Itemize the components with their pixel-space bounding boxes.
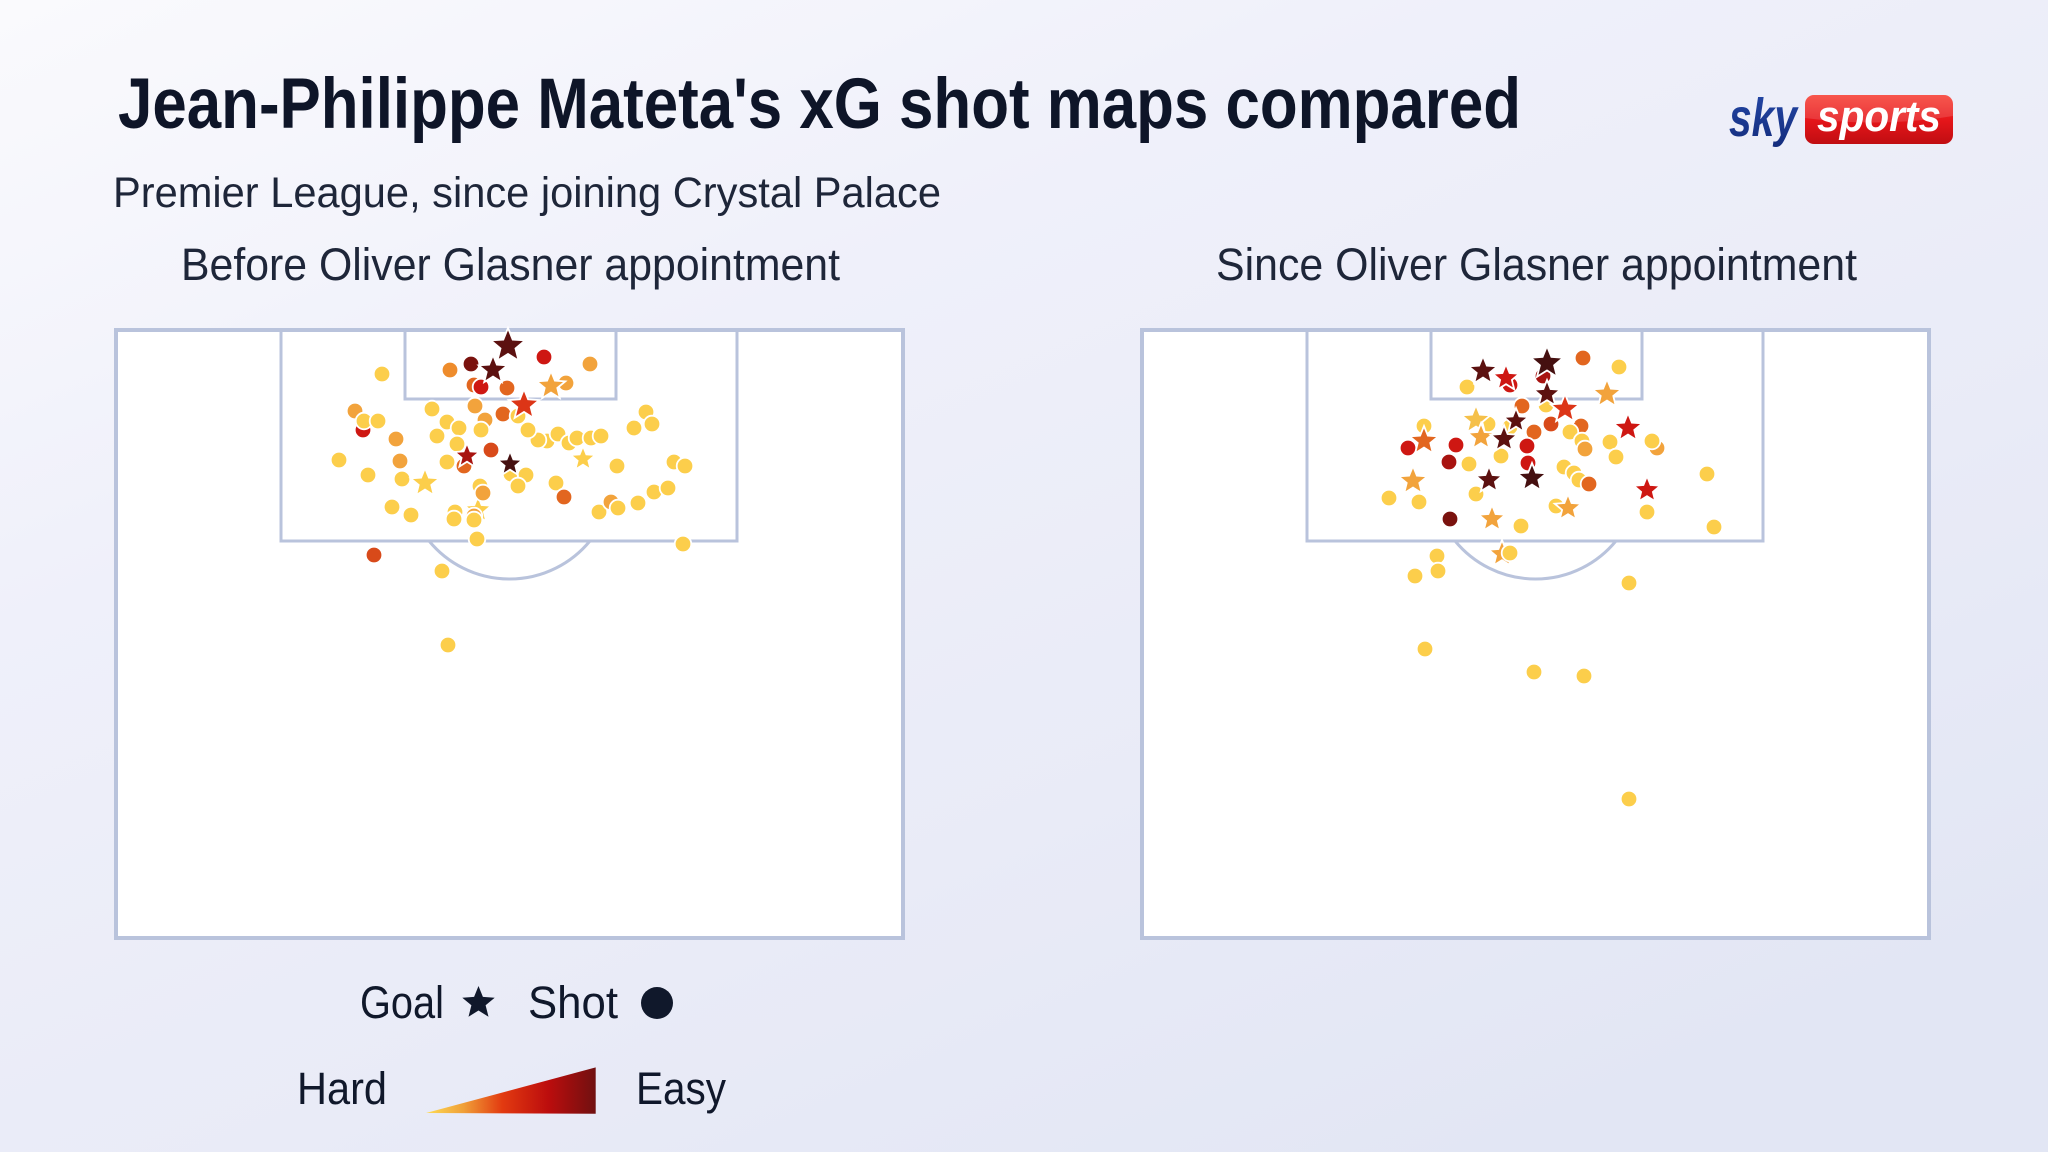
svg-text:Premier League, since joining: Premier League, since joining Crystal Pa… [113, 169, 941, 217]
svg-text:Since Oliver Glasner appointme: Since Oliver Glasner appointment [1216, 239, 1857, 290]
svg-text:Jean-Philippe Mateta's xG shot: Jean-Philippe Mateta's xG shot maps comp… [118, 65, 1521, 144]
svg-text:Hard: Hard [297, 1063, 387, 1114]
svg-text:Before Oliver Glasner appointm: Before Oliver Glasner appointment [181, 239, 840, 290]
svg-text:Shot: Shot [528, 977, 618, 1028]
svg-text:sky: sky [1729, 88, 1799, 148]
svg-text:Easy: Easy [636, 1063, 726, 1114]
svg-text:Goal: Goal [360, 977, 444, 1028]
svg-text:sports: sports [1817, 92, 1941, 141]
